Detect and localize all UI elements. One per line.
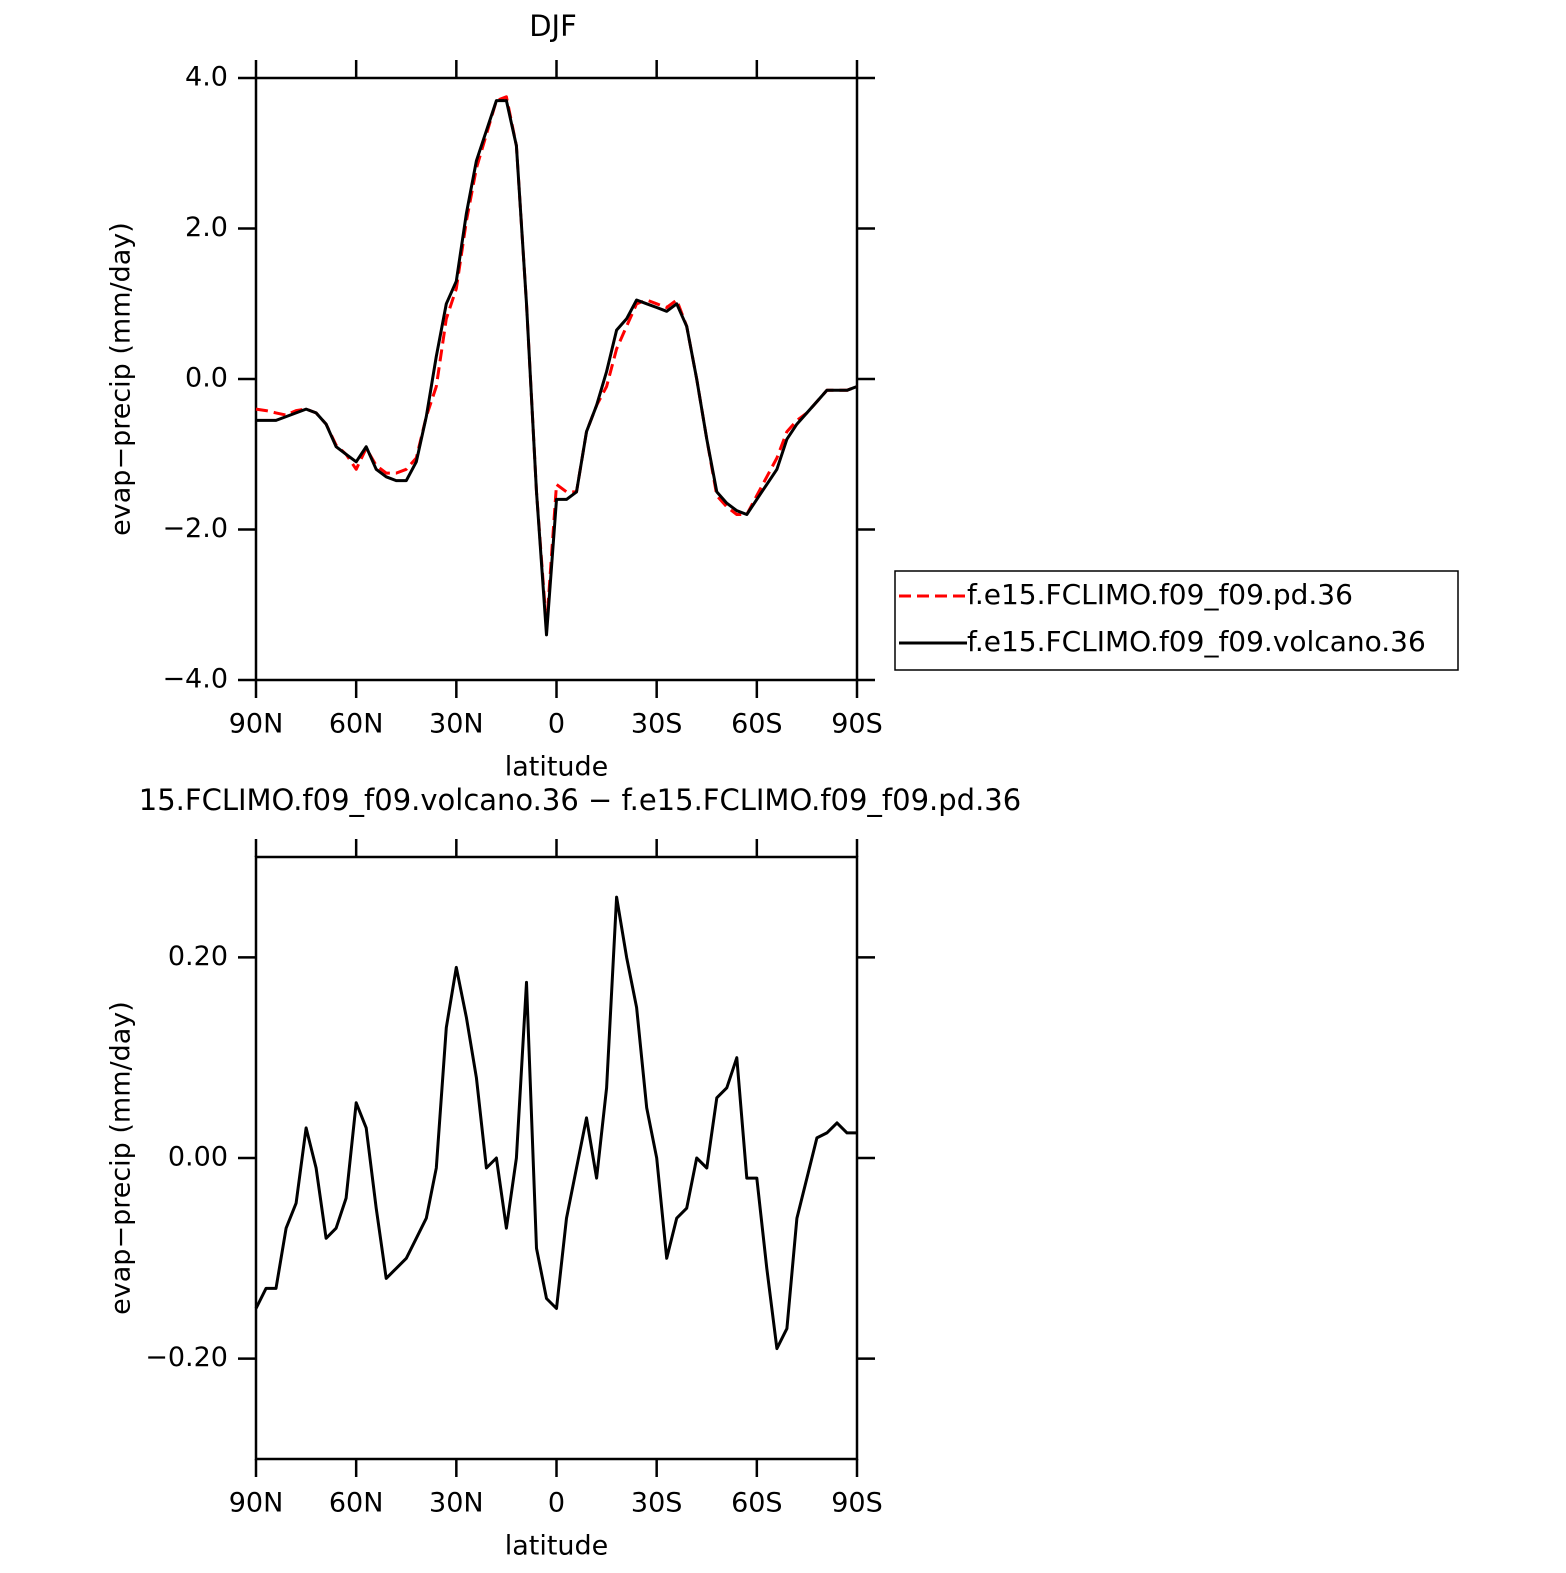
y-tick-label: −0.20 — [145, 1342, 228, 1373]
plot-frame — [254, 76, 859, 682]
x-tick-label: 90N — [229, 1488, 284, 1519]
x-tick-label: 90N — [229, 709, 284, 740]
y-tick-label: −2.0 — [162, 513, 228, 544]
x-tick-label: 90S — [831, 709, 883, 740]
x-tick-label: 60S — [731, 709, 783, 740]
y-tick-label: 0.00 — [168, 1142, 228, 1173]
x-axis-label: latitude — [505, 752, 609, 783]
x-tick-label: 30S — [631, 709, 683, 740]
legend-label: f.e15.FCLIMO.f09_f09.pd.36 — [967, 578, 1353, 611]
legend-box — [894, 570, 1459, 671]
x-tick-label: 0 — [548, 709, 565, 740]
y-tick-label: 2.0 — [185, 212, 228, 243]
x-tick-label: 60N — [329, 1488, 384, 1519]
x-tick-label: 30S — [631, 1488, 683, 1519]
y-tick-label: 4.0 — [185, 62, 228, 93]
y-tick-label: 0.20 — [168, 941, 228, 972]
x-tick-label: 0 — [548, 1488, 565, 1519]
x-tick-label: 90S — [831, 1488, 883, 1519]
y-tick-label: 0.0 — [185, 363, 228, 394]
x-tick-label: 60S — [731, 1488, 783, 1519]
y-tick-label: −4.0 — [162, 664, 228, 695]
y-axis-label: evap−precip (mm/day) — [106, 1001, 137, 1315]
x-tick-label: 30N — [429, 1488, 484, 1519]
data-line — [254, 895, 857, 1351]
x-tick-label: 60N — [329, 709, 384, 740]
x-axis-label: latitude — [505, 1531, 609, 1562]
chart-title: DJF — [529, 9, 577, 43]
data-line — [255, 95, 858, 629]
data-line — [256, 99, 858, 637]
plot-frame — [254, 855, 859, 1461]
x-tick-label: 30N — [429, 709, 484, 740]
legend-label: f.e15.FCLIMO.f09_f09.volcano.36 — [967, 625, 1426, 658]
y-axis-label: evap−precip (mm/day) — [106, 222, 137, 536]
chart-title: 15.FCLIMO.f09_f09.volcano.36 − f.e15.FCL… — [139, 783, 1021, 817]
